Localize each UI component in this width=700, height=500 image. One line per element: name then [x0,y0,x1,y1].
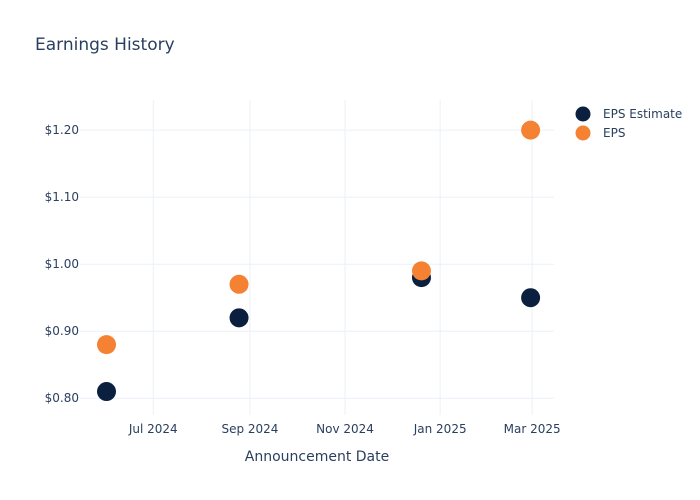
x-tick-label: Jul 2024 [128,422,178,436]
x-axis-title: Announcement Date [245,449,389,465]
y-tick-label: $0.90 [45,324,79,338]
legend-marker [575,106,591,122]
y-tick-label: $1.20 [45,123,79,137]
eps-point [229,274,249,294]
x-tick-label: Sep 2024 [221,422,278,436]
legend-label: EPS [603,126,625,140]
chart-title: Earnings History [35,35,175,55]
eps-estimate-point [521,288,541,308]
eps-estimate-point [97,382,117,402]
point-layer [97,120,541,402]
eps-point [411,261,431,281]
eps-estimate-point [229,308,249,328]
tick-layer: $0.80 $0.90 $1.00 $1.10 $1.20 Jul 2024 Sep 202… [45,123,561,436]
legend-label: EPS Estimate [603,107,682,121]
y-tick-label: $1.10 [45,190,79,204]
grid-layer [80,100,554,415]
legend-marker [575,125,591,141]
x-tick-label: Mar 2025 [504,422,561,436]
eps-point [97,335,117,355]
x-tick-label: Jan 2025 [413,422,467,436]
x-tick-label: Nov 2024 [316,422,374,436]
eps-point [521,120,541,140]
y-tick-label: $0.80 [45,391,79,405]
legend: EPS Estimate EPS [575,106,682,141]
y-tick-label: $1.00 [45,257,79,271]
